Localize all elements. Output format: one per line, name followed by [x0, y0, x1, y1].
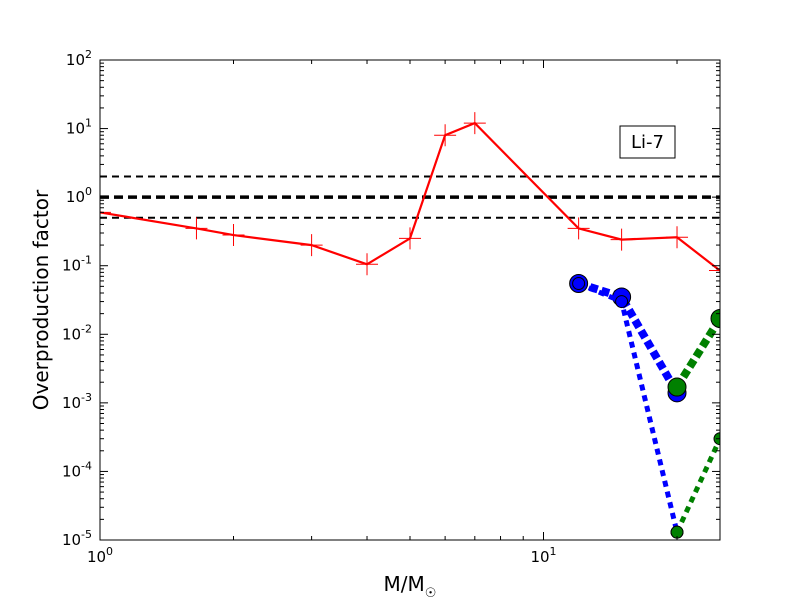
y-tick-exp-6: 1: [85, 117, 92, 130]
data-point-0-10: [666, 226, 689, 249]
data-point-0-0: [100, 201, 111, 224]
y-tick-label-5: 100: [66, 185, 92, 206]
y-tick-exp-3: -2: [81, 322, 92, 335]
data-point-0-3: [300, 234, 323, 257]
x-tick-base-0: 10: [87, 548, 106, 566]
annotation-frame: [619, 125, 676, 159]
data-point-3-0: [667, 377, 687, 397]
y-tick-exp-1: -4: [81, 459, 92, 472]
y-tick-base-0: 10: [62, 531, 81, 549]
y-tick-exp-7: 2: [85, 48, 92, 61]
y-tick-label-7: 102: [66, 48, 92, 69]
data-point-0-8: [567, 217, 590, 240]
y-tick-label-4: 10-1: [62, 254, 92, 275]
y-tick-exp-5: 0: [85, 185, 92, 198]
data-point-0-2: [222, 224, 245, 247]
y-tick-base-3: 10: [62, 325, 81, 343]
data-point-0-5: [399, 227, 421, 250]
data-point-0-4: [356, 253, 379, 276]
x-tick-base-1: 10: [530, 548, 549, 566]
y-tick-base-1: 10: [62, 462, 81, 480]
series-0: [100, 112, 720, 282]
y-tick-label-6: 101: [66, 117, 92, 138]
x-axis-label: M/M☉: [384, 572, 437, 600]
series-2: [572, 277, 684, 539]
y-tick-base-2: 10: [62, 394, 81, 412]
annotation-box: Li-7: [619, 125, 676, 159]
plot-area: [100, 112, 720, 539]
y-tick-label-2: 10-3: [62, 391, 92, 412]
x-tick-label-1: 101: [530, 545, 556, 566]
data-point-0-7: [463, 112, 486, 135]
series-line-3: [673, 316, 720, 390]
data-point-0-9: [610, 228, 633, 251]
x-tick-exp-1: 1: [550, 545, 557, 558]
y-tick-base-7: 10: [66, 51, 85, 69]
x-axis-label-main: M/M: [384, 572, 425, 596]
y-tick-exp-2: -3: [81, 391, 92, 404]
data-point-0-6: [434, 124, 457, 147]
y-axis-label: Overproduction factor: [29, 189, 53, 410]
y-tick-exp-4: -1: [81, 254, 92, 267]
y-tick-base-6: 10: [66, 120, 85, 138]
y-tick-base-5: 10: [66, 188, 85, 206]
y-tick-label-3: 10-2: [62, 322, 92, 343]
y-tick-label-0: 10-5: [62, 528, 92, 549]
data-point-2-0: [572, 277, 586, 291]
y-tick-exp-0: -5: [81, 528, 92, 541]
series-3: [667, 308, 720, 397]
y-tick-base-4: 10: [62, 257, 81, 275]
series-line-2: [577, 281, 680, 533]
x-tick-exp-0: 0: [106, 545, 113, 558]
x-axis-label-subscript: ☉: [425, 586, 437, 600]
series-4: [670, 432, 720, 539]
data-point-2-1: [615, 295, 629, 309]
annotation-label: Li-7: [631, 132, 664, 153]
data-point-0-1: [185, 217, 208, 240]
series-line-4: [674, 437, 720, 534]
y-tick-label-1: 10-4: [62, 459, 92, 480]
x-tick-label-0: 100: [87, 545, 113, 566]
data-point-0-11: [709, 259, 720, 282]
